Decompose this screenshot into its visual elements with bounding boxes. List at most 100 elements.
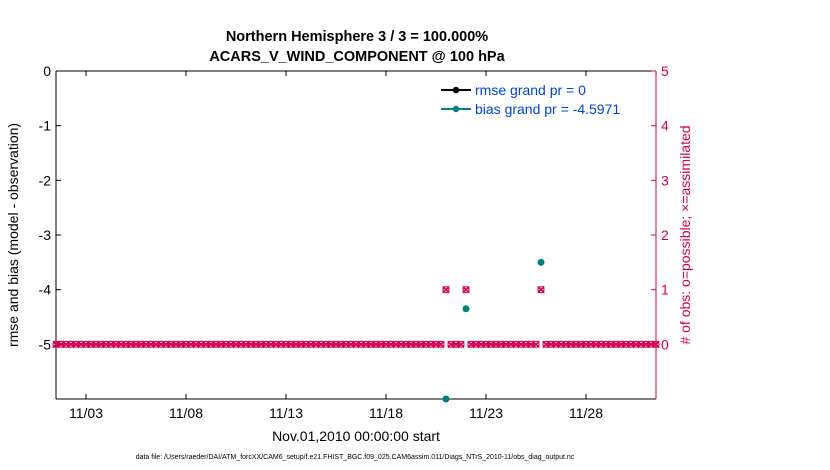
obs-possible-marker <box>602 340 610 348</box>
obs-possible-marker <box>187 340 195 348</box>
obs-possible-marker <box>632 340 640 348</box>
obs-possible-marker <box>477 340 485 348</box>
obs-possible-marker <box>402 340 410 348</box>
obs-possible-marker <box>507 340 515 348</box>
y-right-tick-label: 1 <box>661 282 669 298</box>
obs-possible-marker <box>192 340 200 348</box>
obs-possible-marker <box>247 340 255 348</box>
obs-possible-marker <box>652 340 660 348</box>
obs-possible-marker <box>67 340 75 348</box>
obs-possible-marker <box>147 340 155 348</box>
obs-possible-marker <box>397 340 405 348</box>
bias-series <box>442 258 545 403</box>
obs-possible-marker <box>427 340 435 348</box>
obs-possible-marker <box>162 340 170 348</box>
obs-possible-marker <box>432 340 440 348</box>
obs-assimilated-marker <box>457 340 465 349</box>
obs-possible-marker <box>372 340 380 348</box>
y-left-axis-label: rmse and bias (model - observation) <box>5 123 21 347</box>
obs-possible-marker <box>202 340 210 348</box>
obs-possible-marker <box>307 340 315 348</box>
obs-possible-marker <box>482 340 490 348</box>
x-tick-label: 11/23 <box>469 405 503 421</box>
obs-possible-marker <box>62 340 70 348</box>
plot-area <box>56 71 656 399</box>
obs-possible-marker <box>167 340 175 348</box>
y-left-tick-label: -5 <box>39 336 52 352</box>
obs-possible-marker <box>92 340 100 348</box>
obs-possible-marker <box>612 340 620 348</box>
chart-title-line2: ACARS_V_WIND_COMPONENT @ 100 hPa <box>209 49 505 65</box>
obs-possible-marker <box>137 340 145 348</box>
obs-possible-marker <box>627 340 635 348</box>
bias-point <box>462 305 470 313</box>
obs-possible-marker <box>262 340 270 348</box>
obs-possible-marker <box>617 340 625 348</box>
y-right-axis-label: # of obs: o=possible; ×=assimilated <box>677 125 693 344</box>
y-left-tick-label: 0 <box>43 63 51 79</box>
obs-assimilated-marker <box>437 340 445 349</box>
obs-assimilated-marker <box>652 340 660 349</box>
obs-possible-marker <box>647 340 655 348</box>
obs-possible-marker <box>547 340 555 348</box>
obs-possible-marker <box>302 340 310 348</box>
obs-possible-marker <box>272 340 280 348</box>
obs-possible-marker <box>322 340 330 348</box>
obs-possible-marker <box>377 340 385 348</box>
obs-possible-marker <box>112 340 120 348</box>
x-axis-label: Nov.01,2010 00:00:00 start <box>272 428 440 444</box>
obs-possible-marker <box>362 340 370 348</box>
x-tick-label: 11/03 <box>69 405 103 421</box>
obs-possible-marker <box>537 286 545 294</box>
obs-possible-marker <box>457 340 465 348</box>
obs-possible-marker <box>217 340 225 348</box>
obs-possible-marker <box>502 340 510 348</box>
y-left-tick-label: -3 <box>39 227 52 243</box>
data-file-footer: data file: /Users/raeder/DAI/ATM_forcXX/… <box>136 454 575 461</box>
obs-possible-marker <box>577 340 585 348</box>
obs-possible-marker <box>87 340 95 348</box>
obs-possible-marker <box>557 340 565 348</box>
obs-possible-marker <box>552 340 560 348</box>
obs-possible-marker <box>172 340 180 348</box>
obs-possible-marker <box>512 340 520 348</box>
obs-possible-marker <box>57 340 65 348</box>
obs-possible-marker <box>592 340 600 348</box>
obs-possible-marker <box>122 340 130 348</box>
x-tick-label: 11/18 <box>369 405 403 421</box>
obs-possible-marker <box>277 340 285 348</box>
obs-possible-marker <box>597 340 605 348</box>
obs-possible-marker <box>407 340 415 348</box>
y-right-tick-label: 3 <box>661 172 669 188</box>
bias-point <box>537 258 545 266</box>
y-right-tick-label: 5 <box>661 63 669 79</box>
bias-point <box>442 395 450 403</box>
obs-possible-marker <box>212 340 220 348</box>
obs-possible-marker <box>132 340 140 348</box>
obs-possible-marker <box>637 340 645 348</box>
legend-bias-marker <box>452 105 460 113</box>
obs-possible-marker <box>422 340 430 348</box>
obs-possible-marker <box>522 340 530 348</box>
obs-possible-marker <box>177 340 185 348</box>
obs-possible-marker <box>257 340 265 348</box>
obs-possible-marker <box>607 340 615 348</box>
obs-possible-marker <box>572 340 580 348</box>
obs-possible-marker <box>472 340 480 348</box>
obs-possible-marker <box>142 340 150 348</box>
obs-possible-marker <box>497 340 505 348</box>
obs-possible-marker <box>492 340 500 348</box>
obs-possible-marker <box>102 340 110 348</box>
legend-rmse-marker <box>452 86 460 94</box>
y-left-tick-label: -4 <box>39 282 52 298</box>
obs-assimilated-marker <box>462 285 470 294</box>
obs-possible-marker <box>297 340 305 348</box>
obs-possible-marker <box>392 340 400 348</box>
obs-possible-marker <box>587 340 595 348</box>
x-axis-ticks: 11/03 11/08 11/13 11/18 11/23 11/28 <box>69 71 603 421</box>
obs-possible-marker <box>242 340 250 348</box>
obs-possible-marker <box>467 340 475 348</box>
y-left-tick-label: -1 <box>39 118 52 134</box>
obs-possible-marker <box>317 340 325 348</box>
